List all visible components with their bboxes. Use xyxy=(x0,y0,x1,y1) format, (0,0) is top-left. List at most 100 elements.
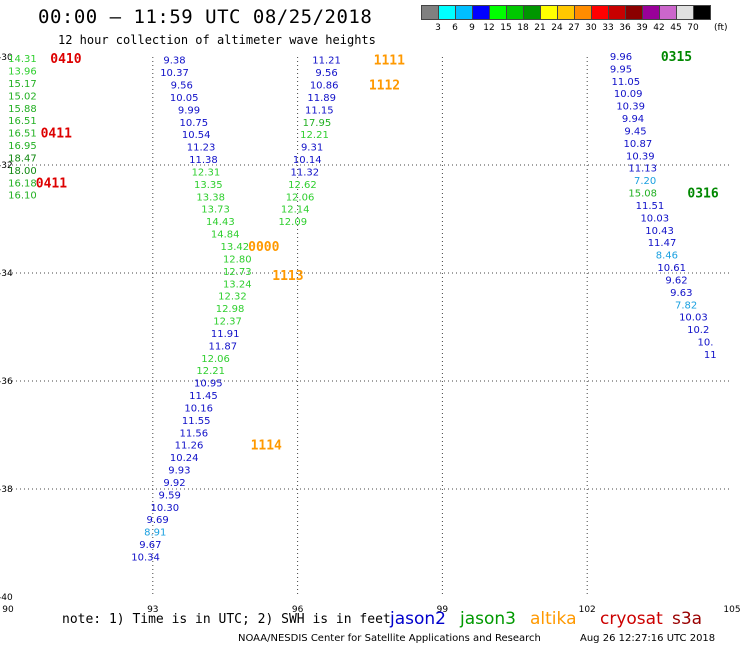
wave-height-value: 12.31 xyxy=(192,167,221,178)
wave-height-value: 10.39 xyxy=(626,151,655,162)
color-scale-tick: 70 xyxy=(687,23,699,33)
wave-height-value: 11.55 xyxy=(182,416,211,427)
wave-height-value: 10.2 xyxy=(687,325,709,336)
page-title: 00:00 – 11:59 UTC 08/25/2018 xyxy=(38,6,373,28)
y-tick-label: -40 xyxy=(0,593,13,603)
wave-height-value: 9.45 xyxy=(624,126,646,137)
wave-height-value: 9.92 xyxy=(163,478,185,489)
wave-height-value: 12.62 xyxy=(288,180,317,191)
wave-height-value: 13.96 xyxy=(8,67,37,78)
y-tick-label: -30 xyxy=(0,53,13,63)
wave-height-value: 9.59 xyxy=(159,490,181,501)
wave-height-value: 11.38 xyxy=(189,155,218,166)
wave-height-value: 10.95 xyxy=(194,379,223,390)
color-scale-tick: 18 xyxy=(517,23,529,33)
wave-height-value: 13.24 xyxy=(223,279,252,290)
wave-height-value: 15.02 xyxy=(8,91,37,102)
wave-height-value: 14.84 xyxy=(211,230,240,241)
wave-height-value: 9.67 xyxy=(139,540,161,551)
wave-height-value: 11.15 xyxy=(305,105,334,116)
color-scale-tick: 39 xyxy=(636,23,648,33)
satellite-jason3: jason3 xyxy=(460,609,516,629)
wave-height-value: 16.95 xyxy=(8,141,37,152)
wave-height-value: 10.03 xyxy=(640,213,669,224)
wave-height-value: 11.13 xyxy=(628,164,657,175)
wave-height-value: 12.37 xyxy=(213,317,242,328)
wave-height-value: 11.47 xyxy=(648,238,677,249)
wave-height-value: 12.32 xyxy=(218,292,247,303)
satellite-jason2: jason2 xyxy=(390,609,446,629)
wave-height-value: 12.73 xyxy=(223,267,252,278)
pass-time-label: 0411 xyxy=(41,127,72,142)
color-scale-tick: 3 xyxy=(435,23,441,33)
wave-height-value: 11 xyxy=(704,350,717,361)
wave-height-value: 16.10 xyxy=(8,191,37,202)
x-tick-label: 90 xyxy=(2,605,14,615)
wave-height-value: 11.51 xyxy=(636,201,665,212)
footer-credit: NOAA/NESDIS Center for Satellite Applica… xyxy=(238,633,541,644)
wave-height-value: 10.30 xyxy=(151,503,180,514)
wave-height-value: 16.51 xyxy=(8,116,37,127)
wave-height-value: 11.91 xyxy=(211,329,240,340)
wave-height-value: 9.95 xyxy=(610,64,632,75)
wave-height-value: 10.16 xyxy=(184,403,213,414)
wave-height-value: 8.46 xyxy=(656,251,678,262)
wave-height-value: 11.21 xyxy=(312,56,341,67)
pass-time-label: 0315 xyxy=(661,50,692,65)
wave-height-value: 11.23 xyxy=(187,143,216,154)
pass-time-label: 0411 xyxy=(36,176,67,191)
wave-height-value: 9.62 xyxy=(665,275,687,286)
wave-height-value: 12.09 xyxy=(278,217,307,228)
y-tick-label: -34 xyxy=(0,269,13,279)
wave-height-value: 9.63 xyxy=(670,288,692,299)
wave-height-value: 9.96 xyxy=(610,52,632,63)
wave-height-value: 10. xyxy=(698,338,714,349)
color-scale-tick: 30 xyxy=(585,23,597,33)
wave-height-value: 13.42 xyxy=(221,242,250,253)
pass-time-label: 1113 xyxy=(272,269,303,284)
x-tick-label: 96 xyxy=(292,605,304,615)
wave-height-value: 10.87 xyxy=(624,139,653,150)
wave-height-value: 13.35 xyxy=(194,180,223,191)
pass-time-label: 1112 xyxy=(369,79,400,94)
wave-height-value: 12.06 xyxy=(286,192,315,203)
wave-height-value: 10.03 xyxy=(679,313,708,324)
footer-timestamp: Aug 26 12:27:16 UTC 2018 xyxy=(580,633,716,644)
wave-height-value: 10.09 xyxy=(614,89,643,100)
wave-height-value: 10.54 xyxy=(182,130,211,141)
wave-height-value: 17.95 xyxy=(303,118,332,129)
color-scale-tick: 21 xyxy=(534,23,546,33)
wave-height-value: 7.20 xyxy=(634,176,656,187)
wave-height-value: 11.56 xyxy=(180,428,209,439)
wave-height-value: 9.93 xyxy=(168,466,190,477)
color-scale-tick: 12 xyxy=(483,23,495,33)
x-tick-label: 102 xyxy=(579,605,596,615)
wave-height-value: 12.21 xyxy=(300,130,329,141)
wave-height-value: 8.91 xyxy=(144,528,166,539)
y-tick-label: -38 xyxy=(0,485,13,495)
wave-height-value: 18.47 xyxy=(8,153,37,164)
wave-height-value: 13.38 xyxy=(196,192,225,203)
wave-height-value: 10.39 xyxy=(616,102,645,113)
wave-height-value: 10.37 xyxy=(160,68,189,79)
satellite-cryosat: cryosat xyxy=(600,609,663,629)
satellite-s3a: s3a xyxy=(672,609,703,629)
wave-height-value: 10.43 xyxy=(645,226,674,237)
wave-height-value: 10.24 xyxy=(170,453,199,464)
wave-height-value: 11.45 xyxy=(189,391,218,402)
wave-height-value: 10.75 xyxy=(180,118,209,129)
wave-height-value: 9.38 xyxy=(163,56,185,67)
wave-height-value: 12.98 xyxy=(216,304,245,315)
pass-time-label: 0410 xyxy=(50,52,81,67)
wave-height-value: 14.43 xyxy=(206,217,235,228)
wave-height-value: 10.34 xyxy=(131,553,160,564)
wave-height-value: 9.31 xyxy=(301,143,323,154)
pass-time-label: 0000 xyxy=(248,240,279,255)
wave-height-value: 11.87 xyxy=(208,341,237,352)
wave-height-value: 12.14 xyxy=(281,205,310,216)
pass-time-label: 1114 xyxy=(251,439,282,454)
wave-height-value: 9.56 xyxy=(315,68,337,79)
wave-height-value: 12.80 xyxy=(223,254,252,265)
